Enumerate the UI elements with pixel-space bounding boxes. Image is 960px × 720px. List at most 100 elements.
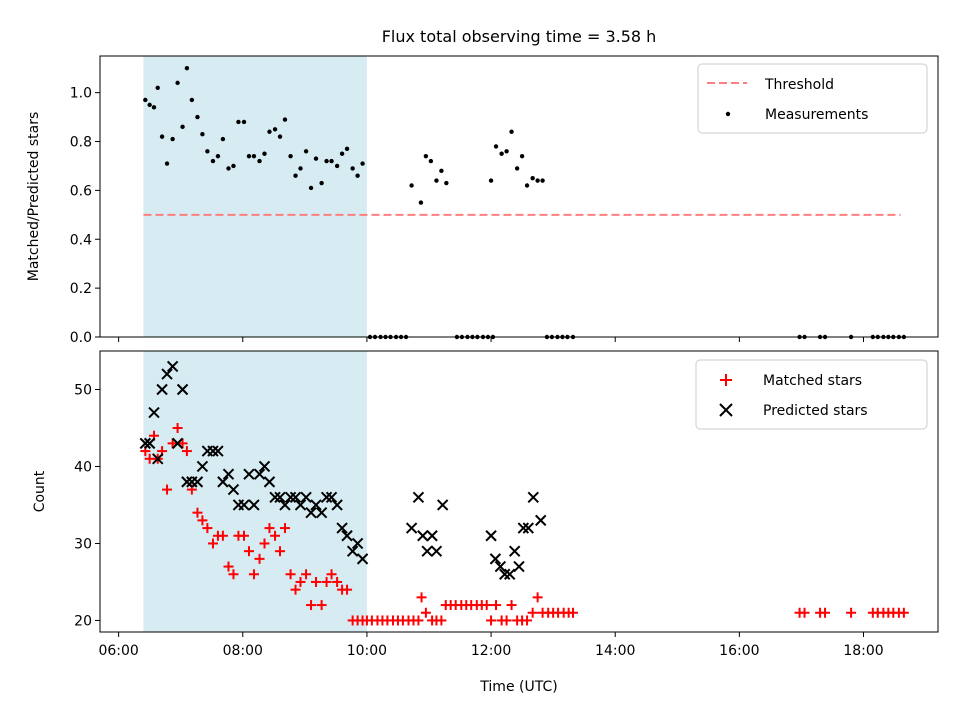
predicted-star-marker-b: [227, 483, 240, 496]
predicted-star-point: [156, 383, 168, 396]
matched-star-point: [820, 607, 831, 618]
matched-star-point: [192, 507, 203, 518]
measurement-point: [257, 158, 262, 164]
top-shaded-span: [143, 56, 367, 337]
measurement-point: [344, 146, 350, 152]
measurement-point: [231, 163, 236, 169]
predicted-star-marker-b: [315, 506, 328, 519]
predicted-star-marker-b: [139, 437, 152, 450]
matched-star-point: [481, 600, 492, 611]
measurement-point: [272, 127, 278, 132]
predicted-star-marker-b: [305, 506, 317, 519]
measurement-point: [164, 161, 170, 166]
measurement-point: [444, 180, 449, 186]
predicted-star-marker-b: [430, 545, 443, 557]
measurement-point: [360, 161, 365, 166]
predicted-star-marker-b: [310, 499, 322, 511]
predicted-star-marker-b: [196, 460, 209, 473]
measurement-point: [298, 166, 303, 171]
measurement-point: [205, 149, 210, 154]
matched-star-point: [416, 592, 427, 603]
matched-star-point: [270, 530, 281, 541]
measurement-point: [313, 156, 319, 161]
matched-star-point: [332, 576, 343, 587]
x-tick-label: 10:00: [347, 643, 387, 659]
matched-star-point: [275, 546, 286, 557]
predicted-star-point: [217, 476, 229, 488]
measurement-point: [215, 153, 221, 159]
matched-star-point: [264, 523, 275, 534]
predicted-star-point: [166, 360, 179, 373]
predicted-star-point: [161, 368, 173, 380]
measurement-point: [262, 151, 267, 156]
y-tick-label: 1.0: [70, 86, 92, 102]
top-legend-box: [697, 63, 928, 134]
x-tick-label: 08:00: [223, 643, 263, 659]
predicted-star-marker-b: [166, 360, 179, 373]
bottom-y-axis-ticks: 20 30 40 50: [74, 382, 100, 629]
matched-star-point: [223, 561, 234, 572]
predicted-star-marker-b: [212, 445, 224, 457]
predicted-star-point: [356, 553, 369, 565]
measurement-point: [155, 85, 160, 90]
y-tick-label: 0.6: [70, 183, 92, 199]
y-tick-label: 20: [74, 613, 92, 629]
predicted-star-point: [405, 522, 418, 534]
x-axis-label: Time (UTC): [479, 679, 557, 695]
predicted-star-point: [351, 537, 364, 550]
y-tick-label: 0.2: [70, 281, 92, 297]
top-axes-frame: [99, 55, 939, 338]
matched-star-point: [413, 615, 424, 626]
predicted-star-marker-b: [258, 460, 271, 473]
predicted-star-point: [341, 530, 353, 542]
predicted-star-marker-b: [499, 568, 511, 580]
measurement-point: [251, 153, 257, 159]
top-y-axis-label: Matched/Predicted stars: [26, 112, 42, 282]
predicted-star-marker-b: [222, 468, 235, 480]
predicted-star-marker-b: [289, 491, 302, 503]
matched-star-point: [197, 515, 208, 526]
chart-title: Flux total observing time = 3.58 h: [382, 27, 657, 46]
matched-star-point: [172, 422, 183, 433]
predicted-star-marker-b: [161, 368, 173, 380]
predicted-star-marker-b: [436, 499, 449, 511]
predicted-star-marker-b: [300, 491, 312, 503]
predicted-star-marker-b: [336, 522, 348, 534]
measurement-point: [200, 131, 205, 137]
predicted-star-marker-b: [513, 560, 525, 573]
predicted-star-point: [258, 460, 271, 473]
measurement-point: [195, 114, 200, 120]
matched-star-point: [506, 600, 517, 611]
predicted-star-point: [248, 499, 260, 511]
predicted-star-point: [227, 483, 240, 496]
predicted-star-point: [417, 530, 429, 542]
predicted-star-point: [426, 530, 438, 542]
predicted-star-point: [494, 560, 507, 573]
predicted-star-point: [139, 437, 152, 450]
measurement-point: [267, 129, 272, 134]
measurement-point: [350, 166, 355, 171]
legend-matched-swatch: [720, 374, 732, 386]
matched-star-point: [342, 584, 353, 595]
top-y-axis-ticks: 0.0 0.2 0.4 0.6 0.8 1.0: [70, 86, 100, 346]
matched-star-point: [501, 615, 512, 626]
measurement-point: [180, 124, 185, 130]
measurement-point: [519, 153, 525, 159]
predicted-star-point: [143, 437, 156, 450]
measurement-point: [189, 97, 195, 103]
predicted-star-point: [212, 445, 224, 457]
measurement-point: [175, 80, 180, 86]
predicted-star-marker-b: [508, 545, 521, 557]
shaded-observing-span: [143, 351, 367, 632]
matched-star-point: [290, 584, 301, 595]
x-tick-label: 18:00: [843, 643, 883, 659]
bottom-panel: 20 30 40 50 06:00 08:00 10:00 12:00 14:00 16:00 1…: [32, 350, 939, 695]
x-tick-label: 16:00: [719, 643, 759, 659]
predicted-star-marker-b: [320, 491, 333, 503]
predicted-star-point: [294, 499, 307, 511]
matched-star-point: [522, 615, 533, 626]
matched-star-point: [799, 607, 810, 618]
predicted-star-marker-b: [494, 560, 507, 573]
predicted-star-point: [284, 491, 297, 503]
